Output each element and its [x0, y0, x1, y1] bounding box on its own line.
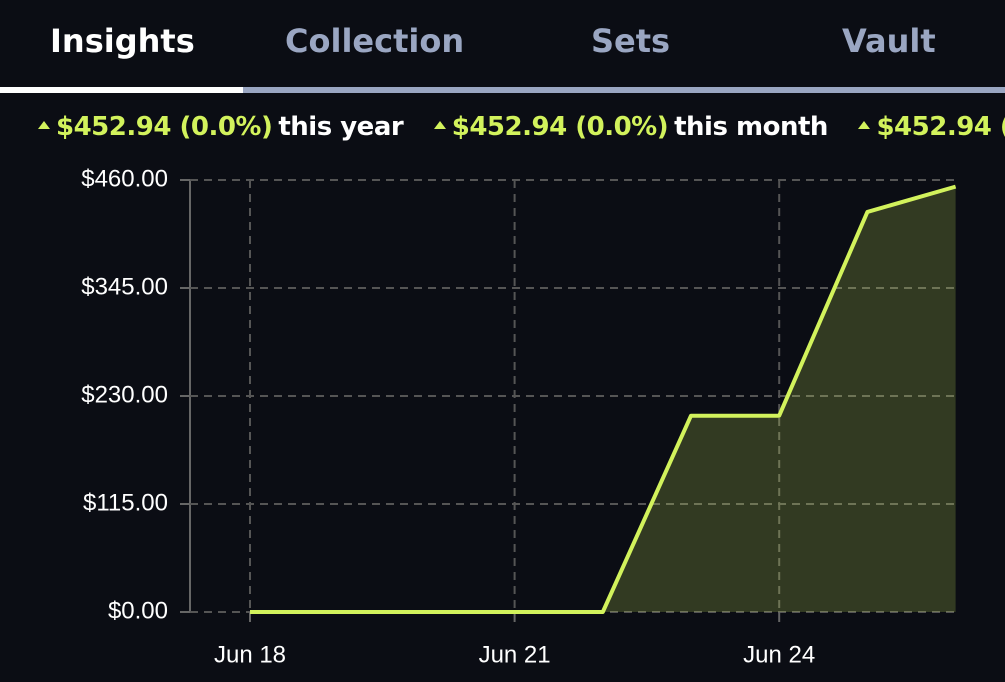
y-tick-label: $345.00 [81, 273, 168, 300]
x-tick-label: Jun 24 [743, 641, 815, 668]
y-tick-label: $460.00 [81, 165, 168, 192]
tab[interactable]: Sets [591, 22, 671, 60]
x-tick-label: Jun 18 [214, 641, 286, 668]
up-arrow [858, 121, 871, 129]
y-tick-label: $115.00 [83, 489, 168, 516]
change: $452.94 (0.0%) [451, 112, 669, 142]
tab[interactable]: Vault [842, 22, 936, 60]
area [250, 186, 956, 613]
period: this year [278, 112, 404, 142]
y-tick-label: $230.00 [81, 381, 168, 408]
active-tab-indicator [0, 87, 243, 93]
tab[interactable]: Insights [50, 22, 195, 60]
stat: $452.94 (0.0%) [858, 112, 1005, 142]
stats-row: $452.94 (0.0%) this year $452.94 (0.0%) th… [38, 112, 1005, 142]
stat: $452.94 (0.0%) this month [433, 112, 828, 142]
up-arrow [433, 121, 446, 129]
change: $452.94 (0.0%) [56, 112, 273, 142]
stat: $452.94 (0.0%) this year [38, 112, 404, 142]
period: this month [674, 112, 828, 142]
tab-bar: Insights Collection Sets Vault [0, 0, 1005, 93]
change: $452.94 (0.0%) [876, 112, 1005, 142]
x-tick-label: Jun 21 [479, 641, 551, 668]
up-arrow [38, 121, 50, 129]
tab-underline [0, 87, 1005, 93]
tab[interactable]: Collection [285, 22, 465, 60]
y-tick-label: $0.00 [108, 597, 168, 624]
line [250, 184, 957, 614]
